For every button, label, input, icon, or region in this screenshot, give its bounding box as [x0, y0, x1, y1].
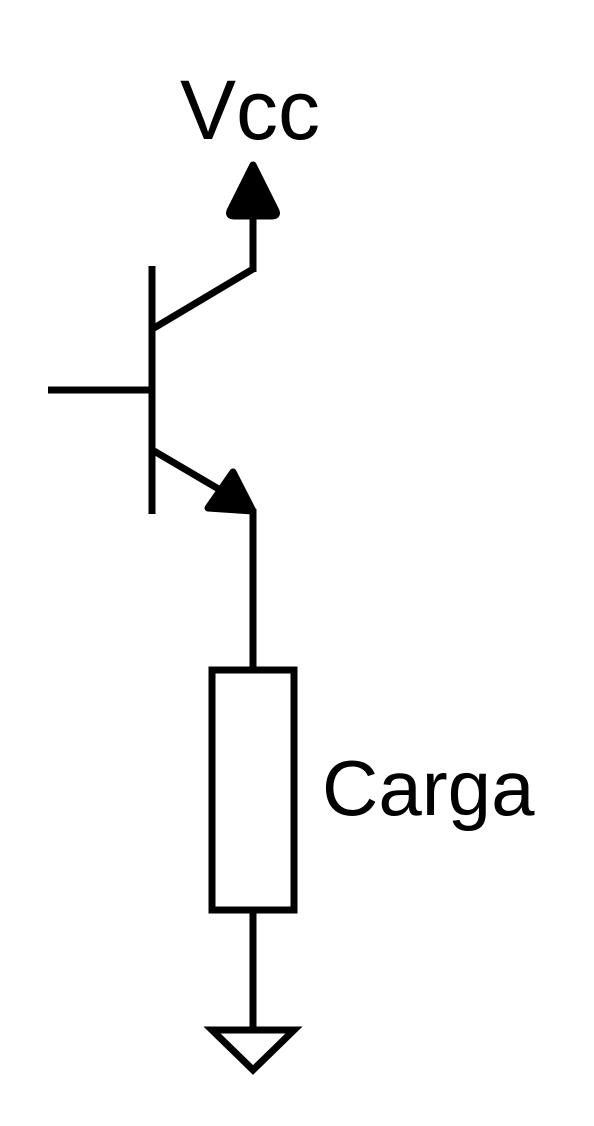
transistor-emitter: [152, 447, 224, 495]
load-label: Carga: [322, 744, 535, 832]
transistor-collector: [152, 265, 255, 332]
vcc-supply-arrow-icon: [226, 161, 280, 220]
vcc-label: Vcc: [180, 63, 320, 157]
ground-icon: [203, 1026, 303, 1075]
load-resistor: [208, 666, 298, 914]
emitter-arrow-icon: [204, 468, 257, 515]
